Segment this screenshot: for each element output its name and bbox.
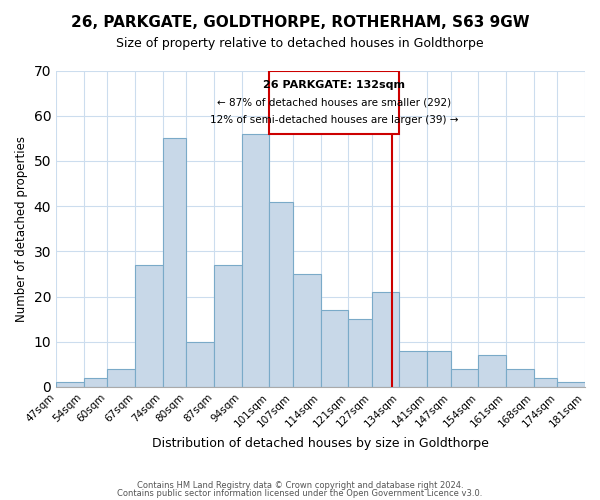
Bar bbox=[269, 202, 293, 387]
Text: 26, PARKGATE, GOLDTHORPE, ROTHERHAM, S63 9GW: 26, PARKGATE, GOLDTHORPE, ROTHERHAM, S63… bbox=[71, 15, 529, 30]
Bar bbox=[293, 274, 320, 387]
Bar bbox=[451, 369, 478, 387]
Bar bbox=[506, 369, 533, 387]
Text: 26 PARKGATE: 132sqm: 26 PARKGATE: 132sqm bbox=[263, 80, 406, 90]
Bar bbox=[135, 265, 163, 387]
Bar bbox=[56, 382, 83, 387]
Bar bbox=[478, 356, 506, 387]
Text: Contains public sector information licensed under the Open Government Licence v3: Contains public sector information licen… bbox=[118, 488, 482, 498]
Text: Size of property relative to detached houses in Goldthorpe: Size of property relative to detached ho… bbox=[116, 38, 484, 51]
Bar bbox=[533, 378, 557, 387]
Text: Contains HM Land Registry data © Crown copyright and database right 2024.: Contains HM Land Registry data © Crown c… bbox=[137, 481, 463, 490]
Bar bbox=[372, 292, 400, 387]
Text: ← 87% of detached houses are smaller (292): ← 87% of detached houses are smaller (29… bbox=[217, 98, 451, 108]
Text: 12% of semi-detached houses are larger (39) →: 12% of semi-detached houses are larger (… bbox=[210, 115, 458, 125]
Bar bbox=[427, 351, 451, 387]
Bar bbox=[400, 351, 427, 387]
Bar bbox=[348, 319, 372, 387]
Bar bbox=[187, 342, 214, 387]
Bar bbox=[557, 382, 585, 387]
Bar bbox=[107, 369, 135, 387]
Bar bbox=[242, 134, 269, 387]
X-axis label: Distribution of detached houses by size in Goldthorpe: Distribution of detached houses by size … bbox=[152, 437, 489, 450]
FancyBboxPatch shape bbox=[269, 70, 400, 134]
Bar bbox=[214, 265, 242, 387]
Bar bbox=[83, 378, 107, 387]
Y-axis label: Number of detached properties: Number of detached properties bbox=[15, 136, 28, 322]
Bar bbox=[163, 138, 187, 387]
Bar bbox=[320, 310, 348, 387]
